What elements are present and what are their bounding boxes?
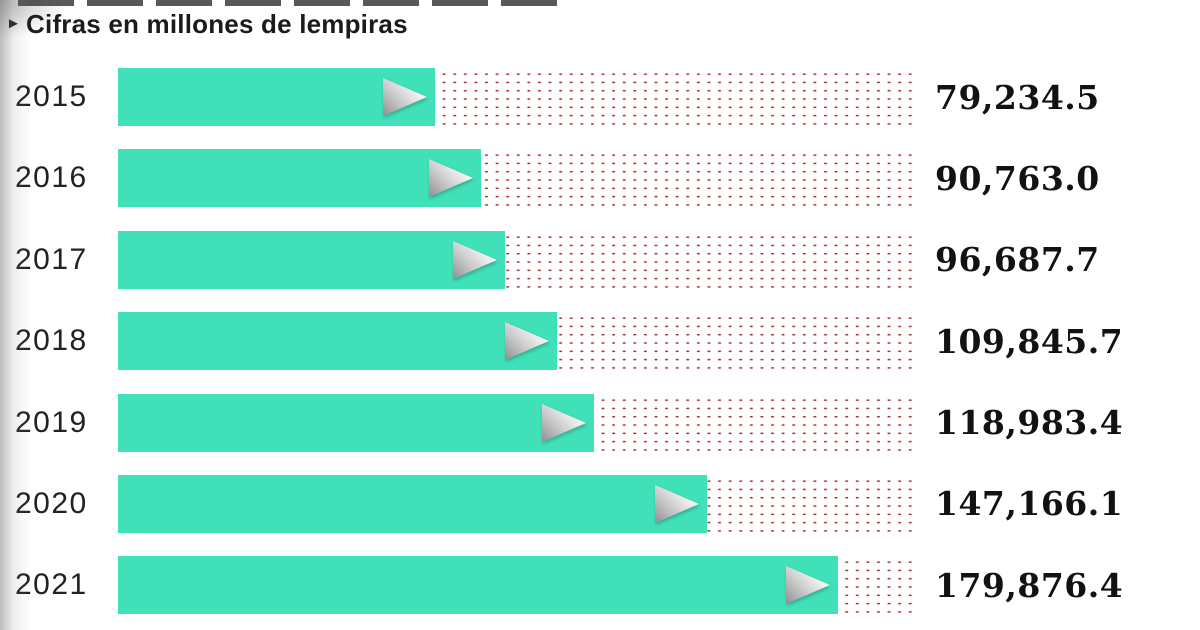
year-label: 2018 xyxy=(15,324,88,358)
dotted-track xyxy=(118,393,918,452)
value-label: 90,763.0 xyxy=(935,158,1100,198)
dotted-track xyxy=(118,312,918,371)
play-arrow-icon xyxy=(541,403,586,442)
value-label: 147,166.1 xyxy=(935,484,1124,524)
value-bar xyxy=(118,312,558,371)
value-label: 179,876.4 xyxy=(935,565,1124,605)
chart-row: 2017 96,687.7 xyxy=(0,230,1200,289)
chart-subtitle: ► Cifras en millones de lempiras xyxy=(6,9,408,40)
value-label: 118,983.4 xyxy=(935,403,1124,443)
dotted-track xyxy=(118,149,918,208)
dotted-track xyxy=(118,556,918,615)
chart-row: 2018 109,845.7 xyxy=(0,312,1200,371)
value-label: 109,845.7 xyxy=(935,321,1124,361)
value-bar xyxy=(118,149,482,208)
play-arrow-icon xyxy=(785,566,830,605)
bullet-arrow-icon: ► xyxy=(6,15,22,32)
chart-row: 2020 147,166.1 xyxy=(0,474,1200,533)
value-label: 79,234.5 xyxy=(935,77,1100,117)
play-arrow-icon xyxy=(452,240,497,279)
clipped-headline-remnant xyxy=(18,0,562,6)
value-label: 96,687.7 xyxy=(935,240,1100,280)
value-bar xyxy=(118,230,505,289)
play-arrow-icon xyxy=(429,159,474,198)
value-bar xyxy=(118,393,594,452)
chart-row: 2016 90,763.0 xyxy=(0,149,1200,208)
play-arrow-icon xyxy=(505,322,550,361)
year-label: 2021 xyxy=(15,568,88,602)
chart-row: 2015 79,234.5 xyxy=(0,68,1200,126)
value-bar xyxy=(118,68,435,126)
chart-subtitle-label: Cifras en millones de lempiras xyxy=(26,9,408,39)
value-bar xyxy=(118,474,707,533)
dotted-track xyxy=(118,474,918,533)
year-label: 2016 xyxy=(15,161,88,195)
dotted-track xyxy=(118,230,918,289)
year-label: 2020 xyxy=(15,486,88,520)
play-arrow-icon xyxy=(654,484,699,523)
chart-row: 2021 179,876.4 xyxy=(0,556,1200,615)
play-arrow-icon xyxy=(382,78,427,116)
year-label: 2019 xyxy=(15,405,88,439)
bar-chart: 2015 79,234.5 2016 90,763.0 2017 96,687.7 2018… xyxy=(0,68,1200,630)
value-bar xyxy=(118,556,838,615)
dotted-track xyxy=(118,68,918,126)
chart-row: 2019 118,983.4 xyxy=(0,393,1200,452)
year-label: 2017 xyxy=(15,242,88,276)
year-label: 2015 xyxy=(15,80,88,113)
